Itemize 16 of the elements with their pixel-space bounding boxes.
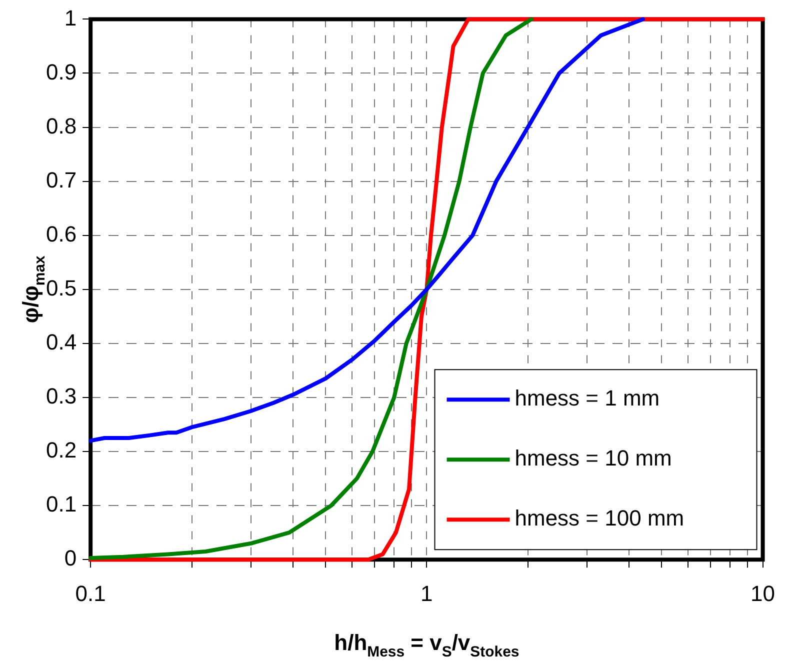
y-tick-label: 0.9 <box>46 59 77 84</box>
legend-label: hmess = 10 mm <box>514 446 672 471</box>
y-tick-label: 0.4 <box>46 330 77 355</box>
y-tick-label: 1 <box>64 5 77 30</box>
legend-label: hmess = 100 mm <box>514 506 684 531</box>
y-tick-label: 0.1 <box>46 492 77 517</box>
y-tick-label: 0.3 <box>46 384 77 409</box>
y-tick-label: 0.5 <box>46 275 77 300</box>
y-tick-label: 0.8 <box>46 113 77 138</box>
y-tick-label: 0.2 <box>46 438 77 463</box>
y-tick-label: 0 <box>64 546 77 571</box>
y-tick-label: 0.7 <box>46 167 77 192</box>
x-tick-label: 10 <box>750 580 776 606</box>
y-tick-label: 0.6 <box>46 221 77 246</box>
legend-label: hmess = 1 mm <box>514 386 660 411</box>
x-tick-label: 1 <box>420 580 433 606</box>
